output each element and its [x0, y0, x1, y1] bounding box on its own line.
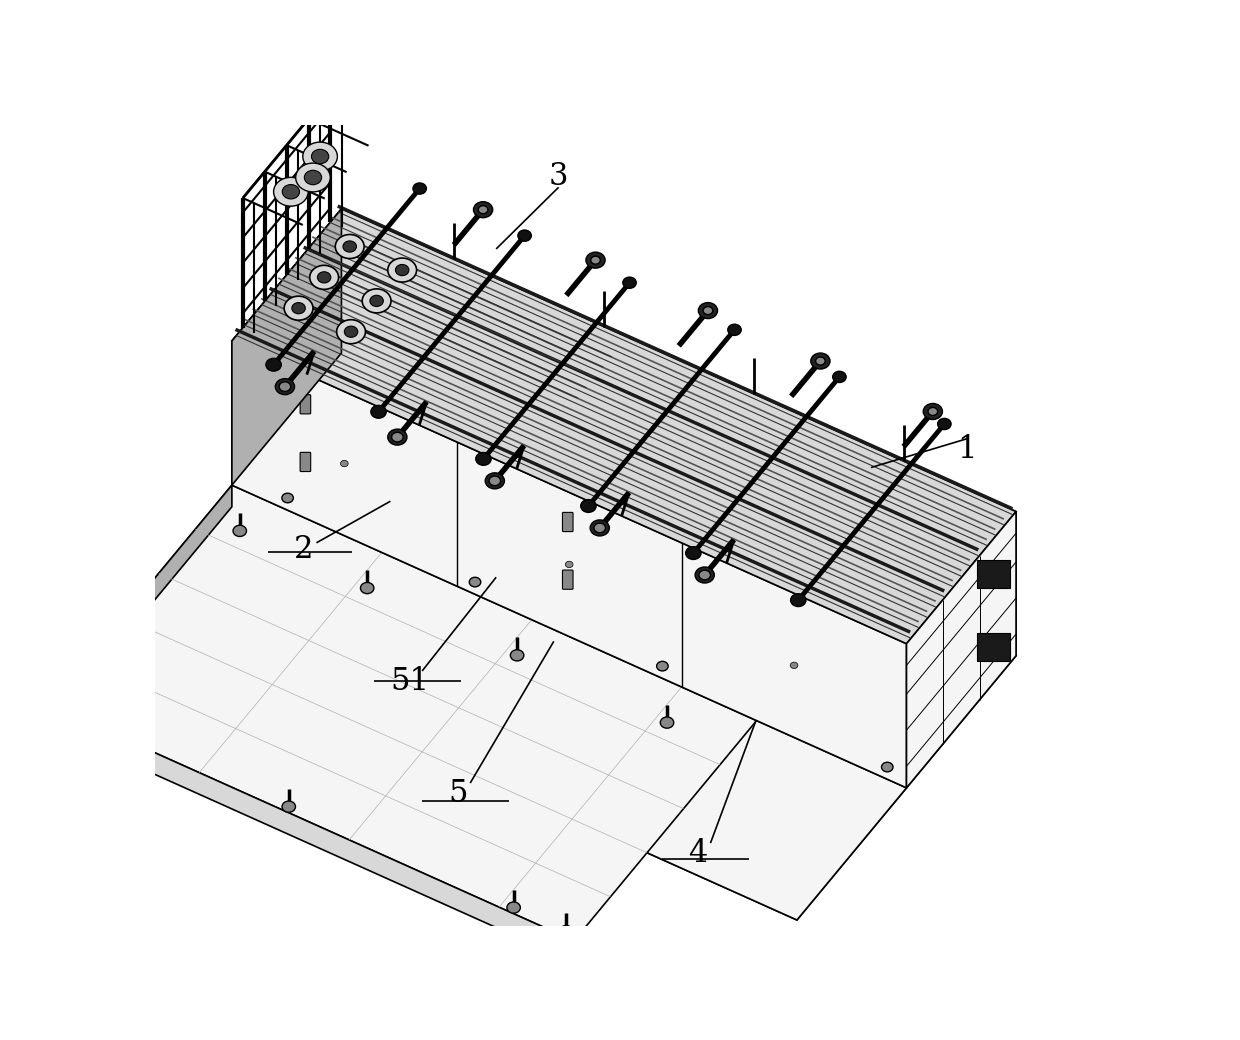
Circle shape [924, 404, 942, 419]
Circle shape [233, 525, 247, 537]
Circle shape [476, 452, 491, 465]
FancyBboxPatch shape [300, 394, 311, 414]
Polygon shape [232, 209, 1016, 644]
FancyBboxPatch shape [563, 570, 573, 590]
Circle shape [362, 289, 391, 313]
Circle shape [283, 184, 300, 199]
Circle shape [587, 252, 605, 268]
Circle shape [265, 359, 281, 371]
Polygon shape [232, 209, 341, 485]
Circle shape [343, 241, 356, 252]
Circle shape [291, 303, 305, 314]
Circle shape [388, 258, 417, 282]
FancyBboxPatch shape [977, 632, 1011, 660]
Circle shape [295, 163, 330, 192]
Circle shape [542, 489, 554, 499]
Polygon shape [232, 353, 1016, 788]
Circle shape [622, 277, 636, 288]
Polygon shape [50, 705, 574, 962]
Circle shape [657, 661, 668, 671]
Text: 2: 2 [294, 534, 314, 565]
Polygon shape [647, 721, 906, 920]
Circle shape [281, 801, 295, 812]
Circle shape [474, 202, 492, 217]
Text: 1: 1 [957, 434, 977, 465]
Circle shape [559, 926, 573, 937]
Circle shape [336, 319, 366, 344]
Text: 4: 4 [688, 838, 708, 869]
Circle shape [304, 171, 321, 185]
Circle shape [590, 256, 600, 264]
Circle shape [518, 230, 531, 241]
Circle shape [317, 271, 331, 283]
Circle shape [345, 327, 358, 337]
Circle shape [388, 430, 407, 445]
Circle shape [833, 371, 846, 383]
Circle shape [335, 234, 365, 259]
Polygon shape [50, 485, 906, 941]
Circle shape [79, 710, 93, 722]
Circle shape [511, 650, 523, 661]
Polygon shape [50, 485, 232, 727]
Circle shape [303, 142, 337, 171]
Circle shape [882, 762, 893, 772]
FancyBboxPatch shape [563, 513, 573, 531]
Circle shape [660, 717, 673, 728]
Circle shape [811, 353, 830, 369]
Circle shape [274, 178, 309, 206]
Circle shape [469, 577, 481, 587]
Polygon shape [232, 341, 906, 788]
Polygon shape [341, 209, 1016, 656]
Circle shape [396, 264, 409, 276]
Circle shape [479, 206, 487, 213]
Circle shape [686, 547, 701, 560]
Circle shape [729, 573, 742, 582]
Circle shape [790, 662, 797, 669]
FancyBboxPatch shape [300, 452, 311, 471]
Circle shape [703, 307, 713, 314]
Circle shape [413, 183, 427, 194]
Circle shape [281, 493, 294, 502]
Circle shape [341, 461, 348, 467]
Circle shape [275, 379, 295, 394]
Circle shape [698, 303, 718, 318]
Circle shape [370, 295, 383, 307]
Polygon shape [232, 209, 341, 485]
FancyBboxPatch shape [977, 561, 1011, 589]
Text: 5: 5 [448, 778, 467, 809]
Polygon shape [906, 512, 1016, 788]
Circle shape [816, 357, 825, 365]
Circle shape [310, 265, 339, 289]
Circle shape [928, 408, 937, 416]
Circle shape [590, 520, 609, 536]
Circle shape [594, 523, 605, 532]
Circle shape [355, 405, 367, 415]
Text: 3: 3 [549, 161, 568, 192]
Circle shape [696, 567, 714, 583]
Circle shape [791, 594, 806, 606]
Circle shape [507, 902, 521, 913]
Circle shape [580, 499, 596, 513]
Circle shape [699, 570, 711, 580]
Circle shape [955, 674, 966, 683]
Circle shape [361, 582, 374, 594]
Circle shape [279, 382, 290, 391]
Circle shape [937, 418, 951, 430]
Circle shape [489, 476, 501, 486]
Circle shape [485, 473, 505, 489]
Circle shape [565, 562, 573, 568]
Circle shape [284, 296, 312, 320]
Circle shape [728, 324, 742, 336]
Circle shape [371, 406, 386, 418]
Text: 51: 51 [391, 666, 429, 697]
Circle shape [311, 150, 329, 163]
Circle shape [392, 433, 403, 442]
